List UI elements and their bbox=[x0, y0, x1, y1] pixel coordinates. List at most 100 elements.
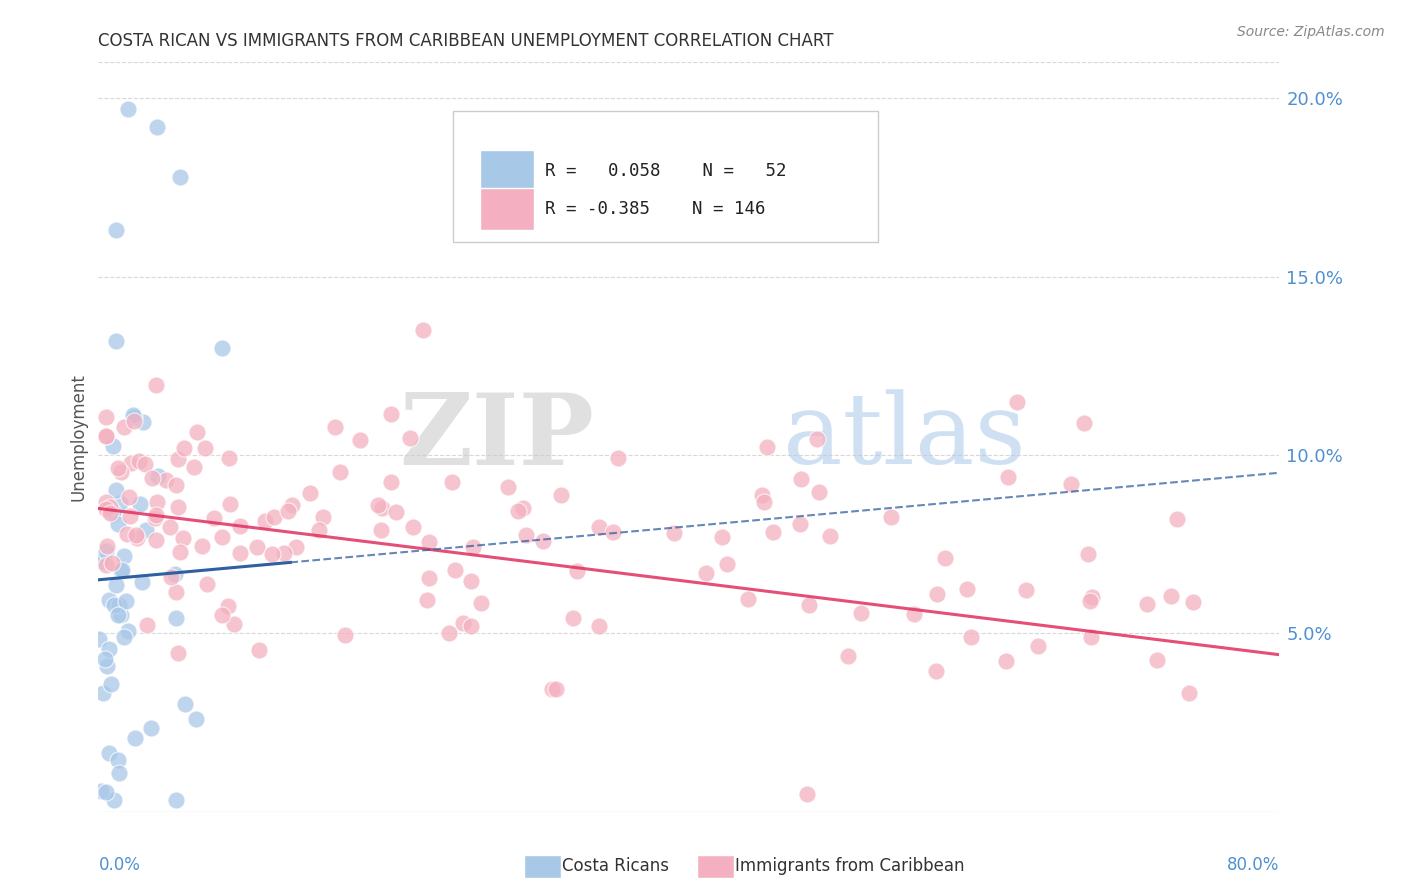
Point bbox=[837, 648, 859, 663]
Point bbox=[695, 566, 717, 580]
Point bbox=[565, 564, 588, 578]
Point bbox=[125, 527, 148, 541]
Point bbox=[562, 611, 585, 625]
Point bbox=[461, 540, 484, 554]
Point bbox=[131, 574, 153, 589]
Point bbox=[97, 641, 120, 656]
Point bbox=[98, 500, 121, 515]
Point bbox=[145, 508, 167, 523]
Point bbox=[903, 607, 925, 621]
Text: atlas: atlas bbox=[783, 389, 1026, 485]
Point bbox=[229, 518, 252, 533]
Point bbox=[412, 323, 434, 337]
Point bbox=[323, 419, 346, 434]
Point bbox=[880, 509, 903, 524]
Point bbox=[443, 563, 465, 577]
Point bbox=[228, 546, 250, 560]
Point bbox=[245, 540, 267, 554]
Text: Immigrants from Caribbean: Immigrants from Caribbean bbox=[735, 857, 965, 875]
Point bbox=[254, 514, 277, 528]
Point bbox=[145, 533, 167, 547]
Point bbox=[127, 532, 149, 546]
Text: Source: ZipAtlas.com: Source: ZipAtlas.com bbox=[1237, 25, 1385, 39]
Point bbox=[202, 511, 225, 525]
Point bbox=[222, 617, 245, 632]
Point bbox=[1166, 511, 1188, 525]
Point bbox=[146, 120, 169, 134]
Point bbox=[94, 502, 117, 516]
Text: ZIP: ZIP bbox=[399, 389, 595, 485]
Point bbox=[470, 596, 492, 610]
Point bbox=[132, 415, 155, 429]
Point bbox=[184, 712, 207, 726]
Point bbox=[167, 452, 190, 467]
Point bbox=[997, 470, 1019, 484]
Point bbox=[754, 494, 776, 508]
Point bbox=[96, 658, 118, 673]
Point bbox=[285, 540, 308, 554]
Point bbox=[112, 419, 135, 434]
Point bbox=[96, 785, 118, 799]
Point bbox=[384, 505, 406, 519]
Point bbox=[716, 558, 738, 572]
Point bbox=[370, 523, 392, 537]
Point bbox=[540, 682, 562, 697]
Point bbox=[508, 504, 530, 518]
Point bbox=[217, 599, 239, 614]
Point bbox=[211, 608, 233, 623]
Point bbox=[751, 488, 773, 502]
Point bbox=[797, 598, 820, 612]
Point bbox=[298, 485, 321, 500]
Point bbox=[439, 626, 461, 640]
Point bbox=[219, 497, 242, 511]
Point bbox=[98, 506, 121, 520]
Point bbox=[91, 686, 114, 700]
Point bbox=[1073, 416, 1095, 430]
Point bbox=[1077, 547, 1099, 561]
Point bbox=[103, 793, 125, 807]
Point bbox=[308, 523, 330, 537]
Point bbox=[143, 511, 166, 525]
Point bbox=[441, 475, 464, 489]
Point bbox=[418, 535, 440, 549]
Point bbox=[1136, 597, 1159, 611]
Point bbox=[172, 531, 194, 545]
Point bbox=[165, 567, 187, 582]
Point bbox=[607, 451, 630, 466]
Point bbox=[165, 611, 187, 625]
Text: Costa Ricans: Costa Ricans bbox=[562, 857, 669, 875]
Point bbox=[94, 495, 117, 509]
Point bbox=[418, 572, 440, 586]
Point bbox=[105, 223, 128, 237]
Point bbox=[112, 630, 135, 644]
Point bbox=[1182, 595, 1205, 609]
Point bbox=[155, 473, 177, 487]
Point bbox=[135, 524, 157, 538]
Point bbox=[117, 102, 139, 116]
Point bbox=[1146, 653, 1168, 667]
Point bbox=[1015, 583, 1038, 598]
Point bbox=[211, 530, 233, 544]
Point bbox=[194, 441, 217, 455]
Point bbox=[273, 546, 295, 560]
Point bbox=[169, 545, 191, 559]
Point bbox=[1080, 591, 1102, 605]
Point bbox=[103, 507, 125, 521]
Text: 0.0%: 0.0% bbox=[98, 856, 141, 874]
Point bbox=[159, 570, 181, 584]
Point bbox=[1178, 686, 1201, 700]
Point bbox=[166, 500, 188, 514]
Point bbox=[367, 498, 389, 512]
Point bbox=[120, 456, 142, 470]
Point bbox=[112, 549, 135, 563]
Point bbox=[122, 408, 145, 422]
FancyBboxPatch shape bbox=[479, 150, 534, 192]
Point bbox=[103, 506, 125, 520]
Text: R =   0.058    N =   52: R = 0.058 N = 52 bbox=[546, 162, 786, 180]
Point bbox=[115, 527, 138, 541]
Point bbox=[1028, 639, 1050, 653]
Point bbox=[98, 746, 121, 760]
Point bbox=[110, 496, 132, 510]
Point bbox=[925, 664, 948, 678]
Point bbox=[247, 642, 270, 657]
